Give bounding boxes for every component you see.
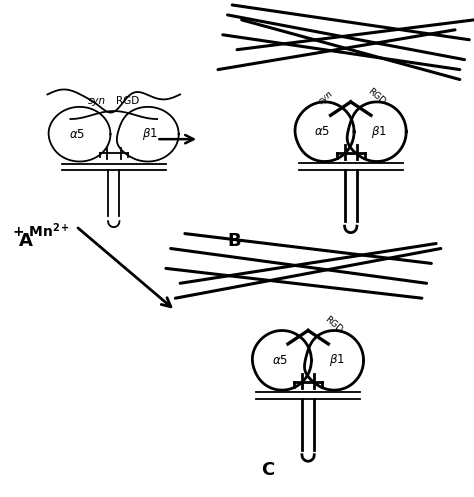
Text: A: A [19, 232, 33, 250]
Text: $\beta$1: $\beta$1 [142, 126, 158, 142]
Text: RGD: RGD [116, 96, 140, 106]
Text: + Mn$^{\mathbf{2+}}$: + Mn$^{\mathbf{2+}}$ [12, 222, 70, 241]
Text: $\alpha$5: $\alpha$5 [314, 125, 330, 138]
Text: syn: syn [88, 96, 106, 106]
Text: C: C [261, 461, 274, 479]
Text: B: B [228, 232, 241, 250]
Text: $\alpha$5: $\alpha$5 [69, 128, 85, 141]
Text: $\beta$1: $\beta$1 [328, 352, 345, 368]
Text: RGD: RGD [365, 86, 387, 106]
Text: syn: syn [317, 89, 335, 106]
Text: $\alpha$5: $\alpha$5 [272, 354, 288, 367]
Text: $\beta$1: $\beta$1 [371, 124, 387, 140]
Text: RGD: RGD [323, 315, 344, 335]
